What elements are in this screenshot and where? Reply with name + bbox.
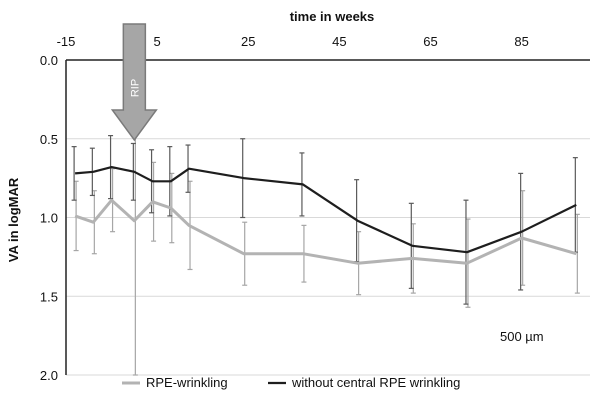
legend-label: without central RPE wrinkling <box>291 375 460 390</box>
series-line-rpe-wrinkling <box>74 198 577 265</box>
x-tick-label: 85 <box>514 34 528 49</box>
series-lines <box>74 166 577 265</box>
legend: RPE-wrinkling without central RPE wrinkli… <box>122 375 460 390</box>
x-axis-title: time in weeks <box>290 9 375 24</box>
y-axis-title: VA in logMAR <box>6 177 21 262</box>
x-tick-label: 45 <box>332 34 346 49</box>
rip-label: RIP <box>129 79 141 97</box>
y-tick-label: 2.0 <box>40 368 58 383</box>
legend-label: RPE-wrinkling <box>146 375 228 390</box>
y-tick-labels: 0.0 0.5 1.0 1.5 2.0 <box>40 53 58 383</box>
x-tick-label: 5 <box>154 34 161 49</box>
x-tick-label: 25 <box>241 34 255 49</box>
axes <box>65 59 590 375</box>
scale-annotation: 500 µm <box>500 329 544 344</box>
y-tick-label: 0.5 <box>40 132 58 147</box>
rip-arrow-icon <box>110 23 158 142</box>
x-tick-label: -15 <box>57 34 76 49</box>
series-line-without-central-rpe-wrinkling <box>75 166 577 254</box>
y-tick-label: 1.0 <box>40 211 58 226</box>
x-tick-labels: -15 5 25 45 65 85 <box>57 34 529 49</box>
y-tick-label: 1.5 <box>40 289 58 304</box>
y-tick-label: 0.0 <box>40 53 58 68</box>
x-tick-label: 65 <box>423 34 437 49</box>
event-marker: RIP <box>110 23 158 142</box>
